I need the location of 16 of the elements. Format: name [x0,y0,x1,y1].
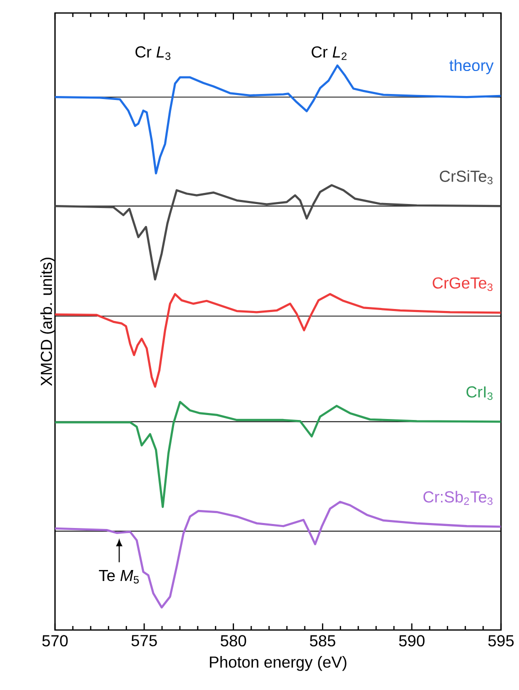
x-tick-label: 595 [488,635,514,646]
x-axis-title: Photon energy (eV) [210,656,346,671]
x-tick-label: 585 [310,635,336,646]
text: Cr L$_{3}$ [136,46,170,60]
series-label: CrSiTe$_{3}$ [440,170,493,184]
x-tick-label: 580 [220,635,246,646]
series-label: theory [450,59,494,74]
series-label: CrI$_{3}$ [466,386,493,400]
x-tick-label: 590 [399,635,425,646]
annotation: Te M$_{5}$ [99,570,139,584]
x-tick-label: 575 [132,635,157,646]
y-axis-title: XMCD (arb. units) [40,258,56,386]
series-label: Cr:Sb$_{2}$Te$_{3}$ [424,490,493,505]
text: Cr L$_{2}$ [312,46,347,60]
x-tick-label: 570 [42,635,68,646]
series-label: CrGeTe$_{3}$ [432,277,493,291]
